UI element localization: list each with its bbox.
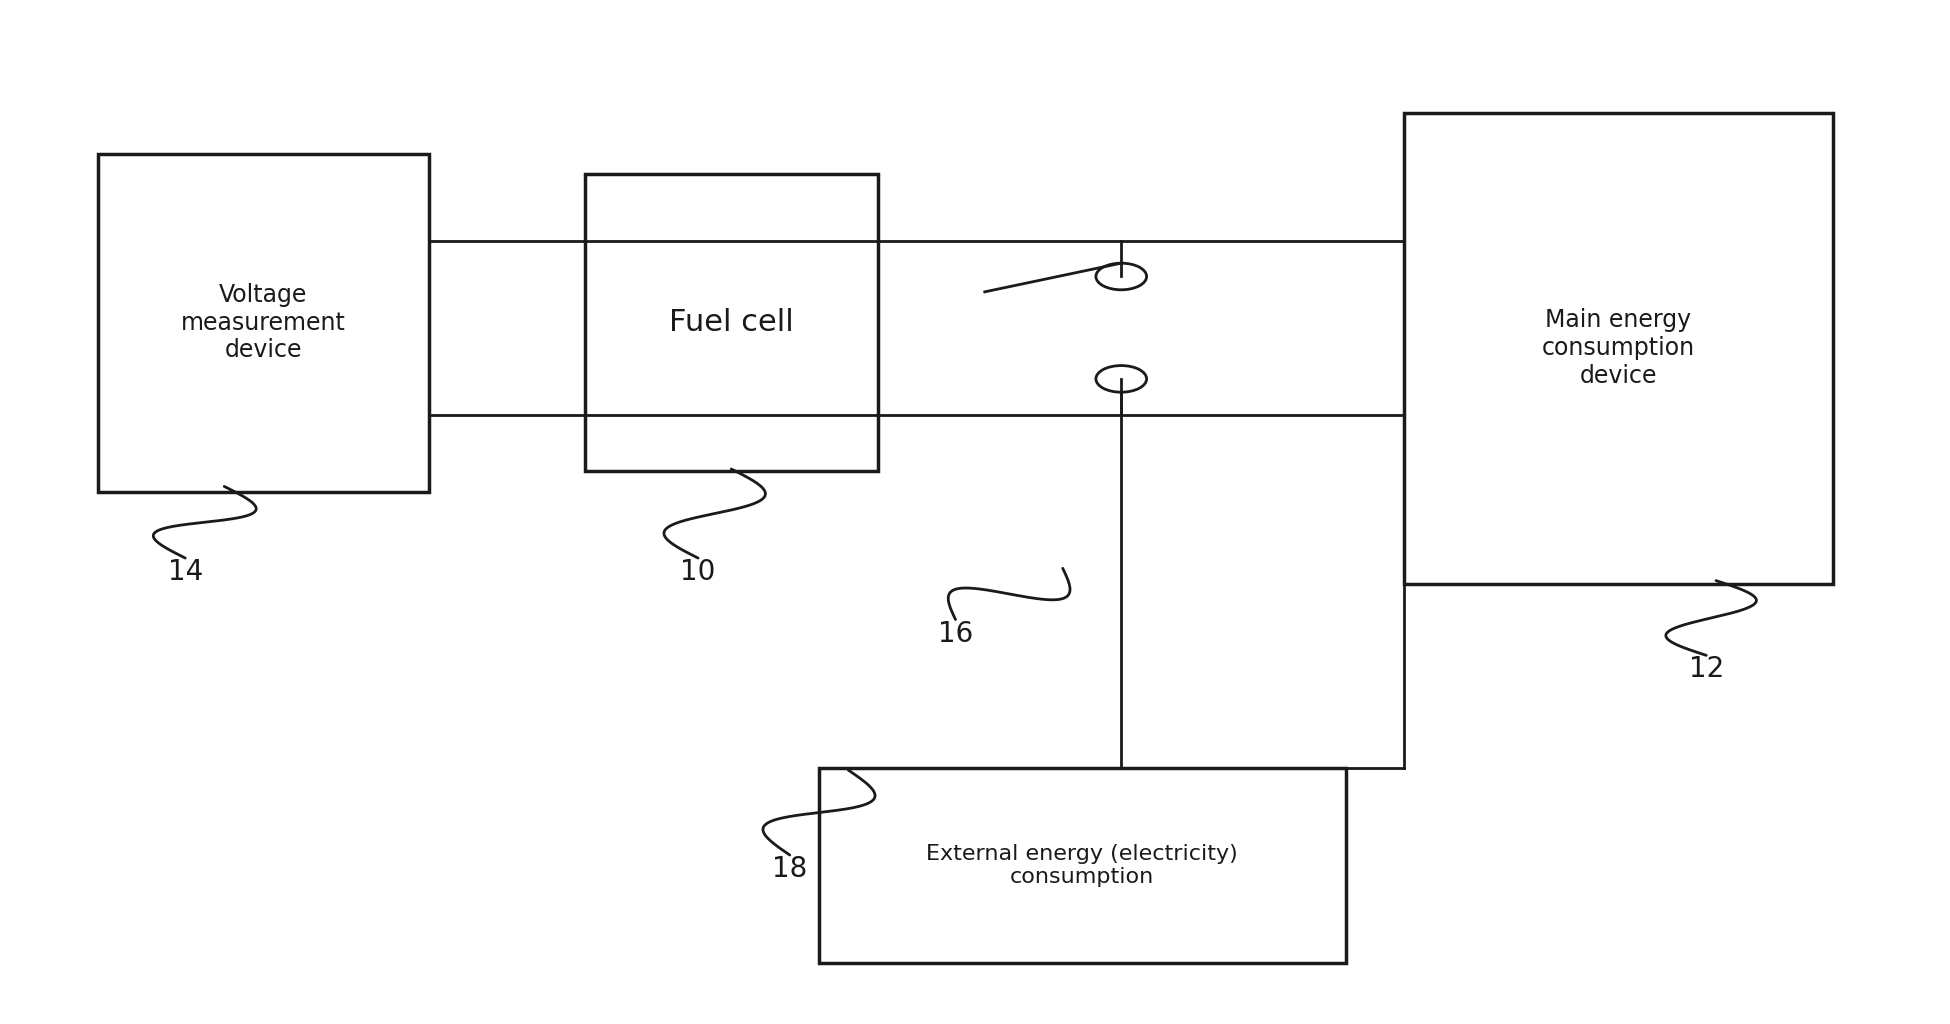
Text: External energy (electricity)
consumption: External energy (electricity) consumptio…	[926, 844, 1238, 887]
Text: 14: 14	[168, 558, 203, 586]
Text: Fuel cell: Fuel cell	[669, 308, 794, 337]
Bar	[585, 174, 878, 471]
Text: 18: 18	[772, 855, 807, 883]
Text: 12: 12	[1689, 655, 1724, 683]
Text: Voltage
measurement
device: Voltage measurement device	[181, 283, 345, 362]
Bar	[98, 154, 429, 492]
Text: 10: 10	[681, 558, 716, 586]
Bar	[819, 768, 1346, 963]
Text: 16: 16	[938, 620, 973, 647]
Bar	[1404, 113, 1833, 584]
Text: Main energy
consumption
device: Main energy consumption device	[1542, 308, 1695, 388]
